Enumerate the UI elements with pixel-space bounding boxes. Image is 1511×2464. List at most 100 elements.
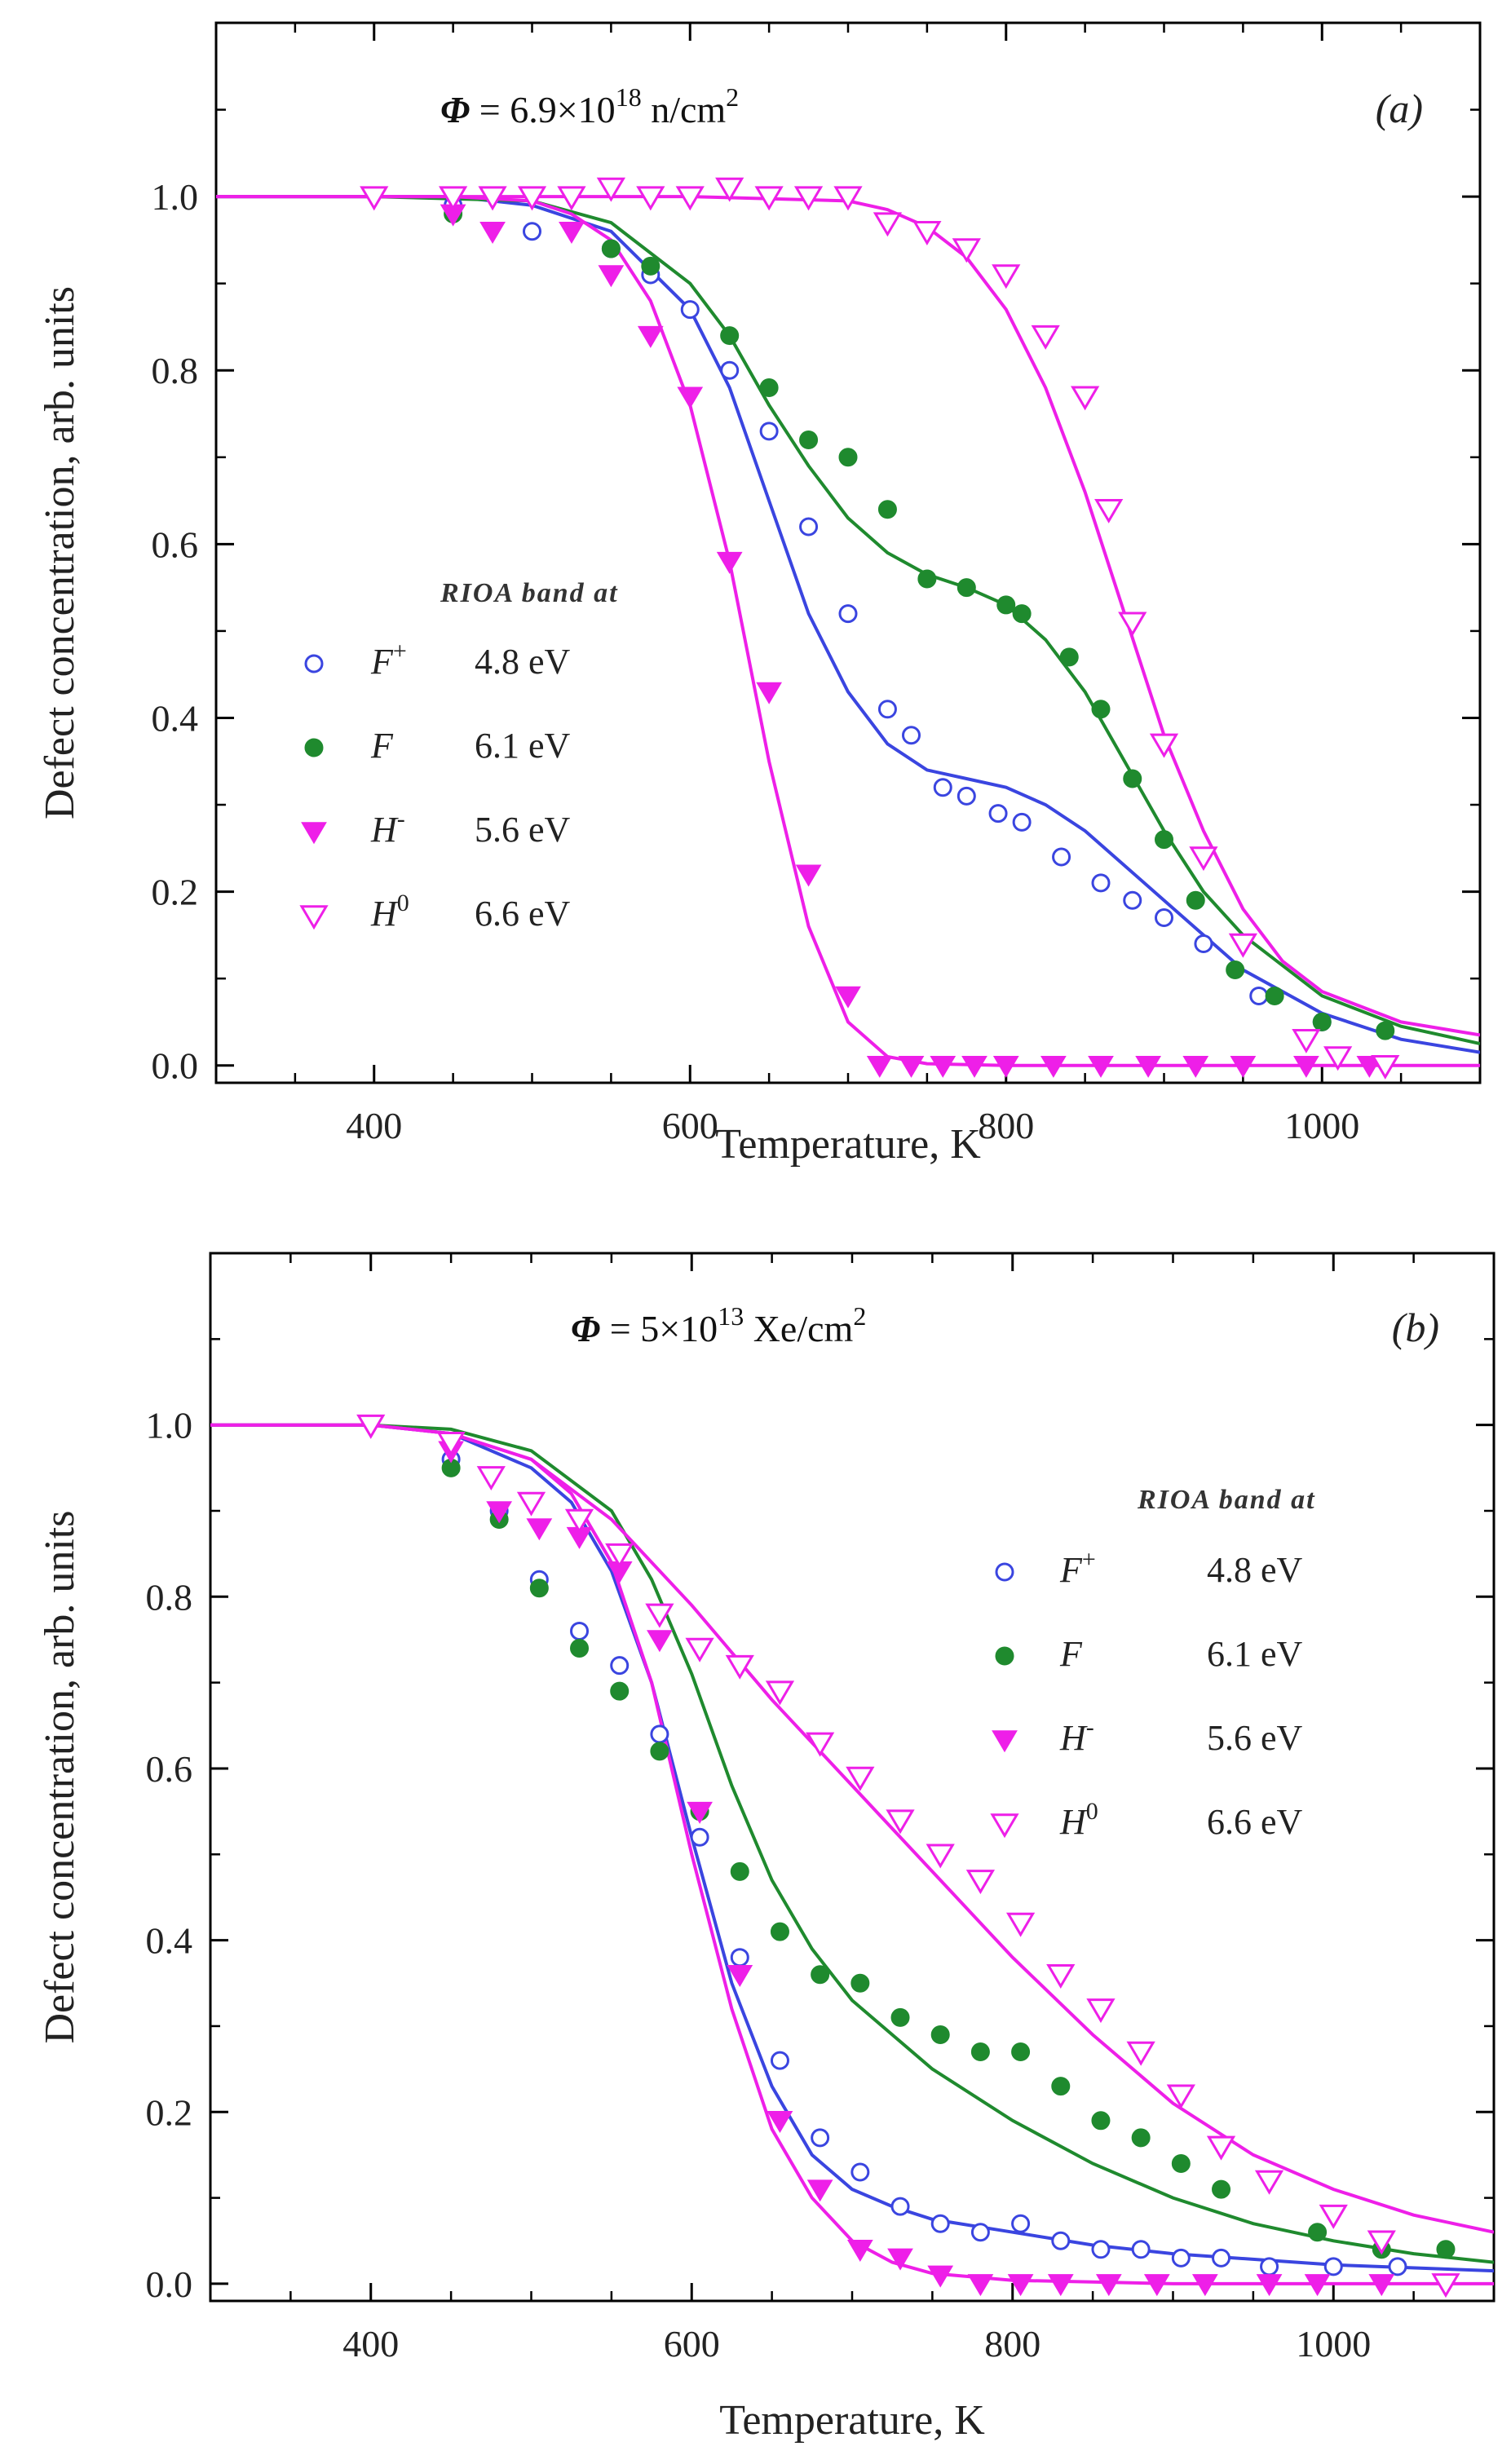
point-F+: [850, 2162, 870, 2182]
point-H-: [1293, 1055, 1319, 1078]
point-H0: [912, 220, 942, 245]
y-axis-title: Defect concentration, arb. units: [37, 1510, 83, 2043]
y-tick-label: 0.4: [146, 1920, 193, 1962]
series-F: [441, 1458, 1456, 2259]
point-F+: [1012, 812, 1032, 832]
point-H0: [1371, 1054, 1400, 1080]
legend-symbol: H0: [1059, 1798, 1098, 1842]
point-H-: [1047, 2274, 1074, 2297]
point-H-: [727, 1965, 753, 1987]
point-F+: [690, 1827, 709, 1847]
point-H0: [1046, 1964, 1076, 1989]
point-H-: [898, 1055, 925, 1078]
fit-line-F+: [216, 195, 1480, 1054]
point-H0: [596, 177, 625, 202]
point-F: [957, 578, 976, 598]
legend-energy: 6.6 eV: [1207, 1802, 1303, 1842]
point-H-: [1304, 2274, 1331, 2297]
point-F: [930, 2025, 950, 2044]
point-F+: [1091, 873, 1111, 893]
point-F: [1376, 1021, 1395, 1040]
point-F+: [1212, 2248, 1231, 2267]
point-H-: [866, 1055, 893, 1078]
point-H0: [557, 186, 586, 211]
fit-line-F: [216, 195, 1480, 1045]
point-F+: [930, 2214, 950, 2233]
point-F: [799, 430, 819, 449]
point-H-: [1256, 2274, 1283, 2297]
point-H0: [1126, 2041, 1155, 2066]
point-H0: [476, 1466, 506, 1491]
point-H0: [517, 186, 547, 211]
point-F+: [799, 517, 819, 537]
fluence-annotation: Φ = 5×1013 Xe/cm2: [571, 1301, 866, 1349]
point-H0: [675, 186, 705, 211]
point-H0: [636, 186, 665, 211]
point-F+: [770, 2051, 789, 2070]
point-F+: [1260, 2257, 1279, 2276]
point-F: [1308, 2223, 1328, 2242]
legend-energy: 6.1 eV: [475, 726, 571, 766]
point-F: [1091, 700, 1111, 719]
point-F+: [1155, 908, 1173, 928]
point-H-: [1191, 2274, 1218, 2297]
point-F: [1226, 960, 1245, 979]
point-F: [877, 500, 897, 519]
point-F+: [1052, 847, 1071, 867]
legend-symbol: F: [370, 726, 394, 766]
plot-area: [210, 1414, 1494, 2298]
point-H-: [1040, 1055, 1067, 1078]
legend-title: RIOA band at: [440, 578, 619, 608]
point-F+: [1194, 934, 1213, 954]
point-H0: [1431, 2273, 1460, 2298]
point-H-: [526, 1518, 553, 1541]
point-H-: [637, 325, 664, 348]
point-H0: [1149, 733, 1179, 758]
point-F+: [957, 786, 976, 806]
point-F: [1186, 890, 1205, 910]
point-H0: [873, 212, 903, 237]
point-H-: [1088, 1055, 1114, 1078]
point-H0: [846, 1766, 875, 1791]
fit-line-H-: [216, 195, 1480, 1067]
point-H0: [360, 186, 389, 211]
point-H-: [1007, 2274, 1034, 2297]
point-H0: [793, 186, 824, 211]
point-H0: [886, 1809, 915, 1835]
point-H0: [1166, 2084, 1195, 2109]
point-F+: [933, 778, 952, 797]
point-F: [641, 256, 661, 276]
point-F: [1171, 2153, 1191, 2173]
point-H0: [1071, 386, 1100, 411]
point-H0: [1086, 1998, 1116, 2024]
point-H-: [479, 221, 506, 244]
legend-energy: 6.6 eV: [475, 894, 571, 934]
point-H-: [1135, 1055, 1161, 1078]
legend-energy: 5.6 eV: [475, 810, 571, 850]
legend: RIOA band at F+ 4.8 eV F 6.1 eV H- 5.6 eV H0 6.6…: [299, 578, 619, 934]
point-F+: [902, 726, 921, 745]
point-H-: [927, 2265, 954, 2288]
point-H-: [677, 386, 704, 409]
legend-symbol: F+: [1059, 1546, 1096, 1590]
series-H0: [356, 1414, 1460, 2298]
point-F+: [720, 360, 740, 380]
point-H-: [756, 682, 782, 704]
point-F+: [523, 222, 541, 241]
point-F: [529, 1579, 549, 1598]
legend-marker-F: [304, 738, 324, 757]
point-H0: [564, 1508, 594, 1534]
point-H0: [926, 1844, 955, 1869]
legend-marker-F+: [995, 1562, 1014, 1582]
point-F+: [811, 2128, 830, 2148]
point-F: [759, 378, 779, 398]
point-H0: [436, 1431, 466, 1456]
point-H0: [1206, 2135, 1236, 2161]
x-axis-title: Temperature, K: [719, 2397, 985, 2444]
y-tick-label: 0.6: [146, 1748, 193, 1790]
panel-label: (b): [1392, 1305, 1439, 1350]
point-H0: [992, 264, 1021, 289]
fit-line-F: [210, 1423, 1494, 2264]
legend-energy: 6.1 eV: [1207, 1634, 1303, 1674]
